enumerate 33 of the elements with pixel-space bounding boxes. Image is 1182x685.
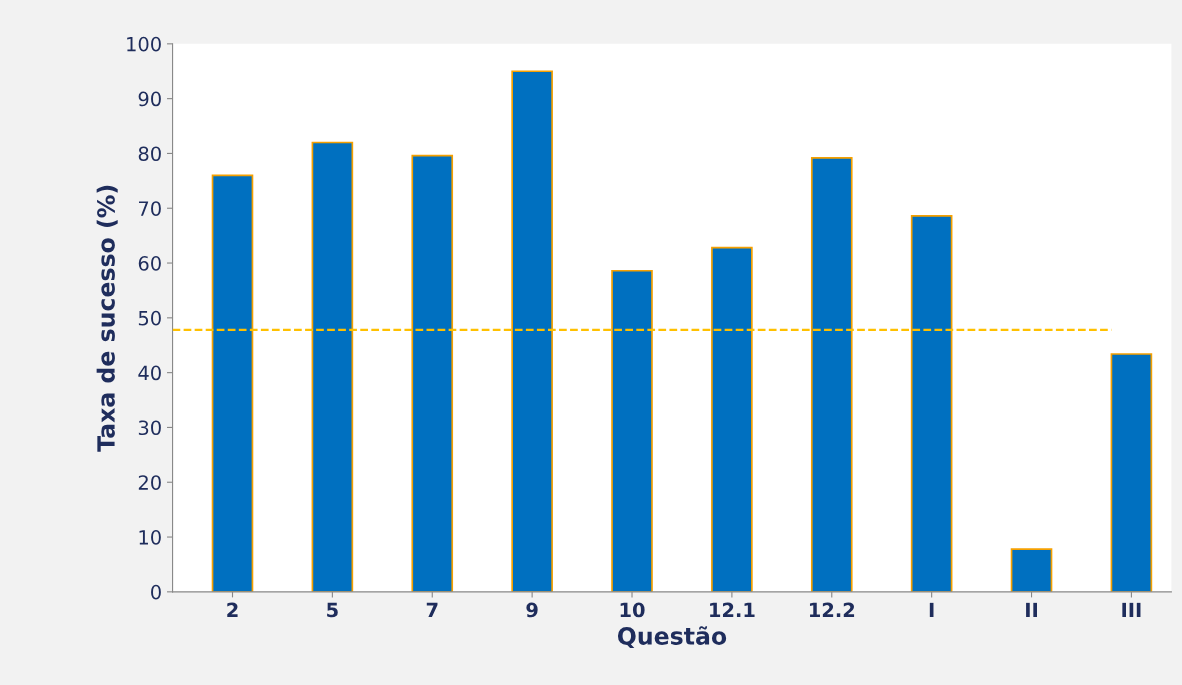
bar: [1110, 353, 1153, 592]
y-tick-label: 60: [138, 256, 161, 271]
x-tick-label: 7: [426, 602, 438, 618]
y-tick-label: 70: [139, 201, 161, 216]
x-axis-title: Questão: [617, 626, 727, 649]
x-tick-label: I: [929, 602, 934, 618]
x-tick-label: II: [1026, 602, 1037, 618]
x-tick-label: 5: [327, 602, 338, 618]
bar: [810, 156, 853, 592]
bar: [1010, 548, 1053, 592]
x-tick-label: 10: [620, 602, 645, 618]
y-axis-title: Taxa de sucesso (%): [96, 185, 118, 452]
y-tick-label: 20: [138, 475, 161, 490]
x-tick-label: 9: [526, 602, 538, 618]
bar: [211, 174, 254, 592]
bar: [411, 154, 454, 592]
x-tick-label: 2: [227, 602, 238, 618]
bar: [611, 269, 653, 592]
bar: [910, 215, 953, 592]
y-tick-label: 100: [127, 36, 161, 52]
y-tick-label: 80: [138, 146, 161, 162]
x-tick-label: III: [1122, 602, 1141, 618]
x-tick-label: 12.2: [809, 602, 855, 618]
y-tick-label: 10: [139, 530, 161, 545]
y-tick-label: 30: [138, 420, 161, 436]
x-tick-label: 12.1: [710, 602, 755, 618]
y-tick-label: 50: [138, 310, 161, 326]
bar: [711, 246, 753, 592]
y-tick-label: 90: [138, 91, 161, 107]
y-tick-label: 0: [151, 584, 161, 600]
y-tick-label: 40: [138, 365, 161, 381]
bar: [311, 141, 354, 592]
bar: [511, 70, 553, 592]
